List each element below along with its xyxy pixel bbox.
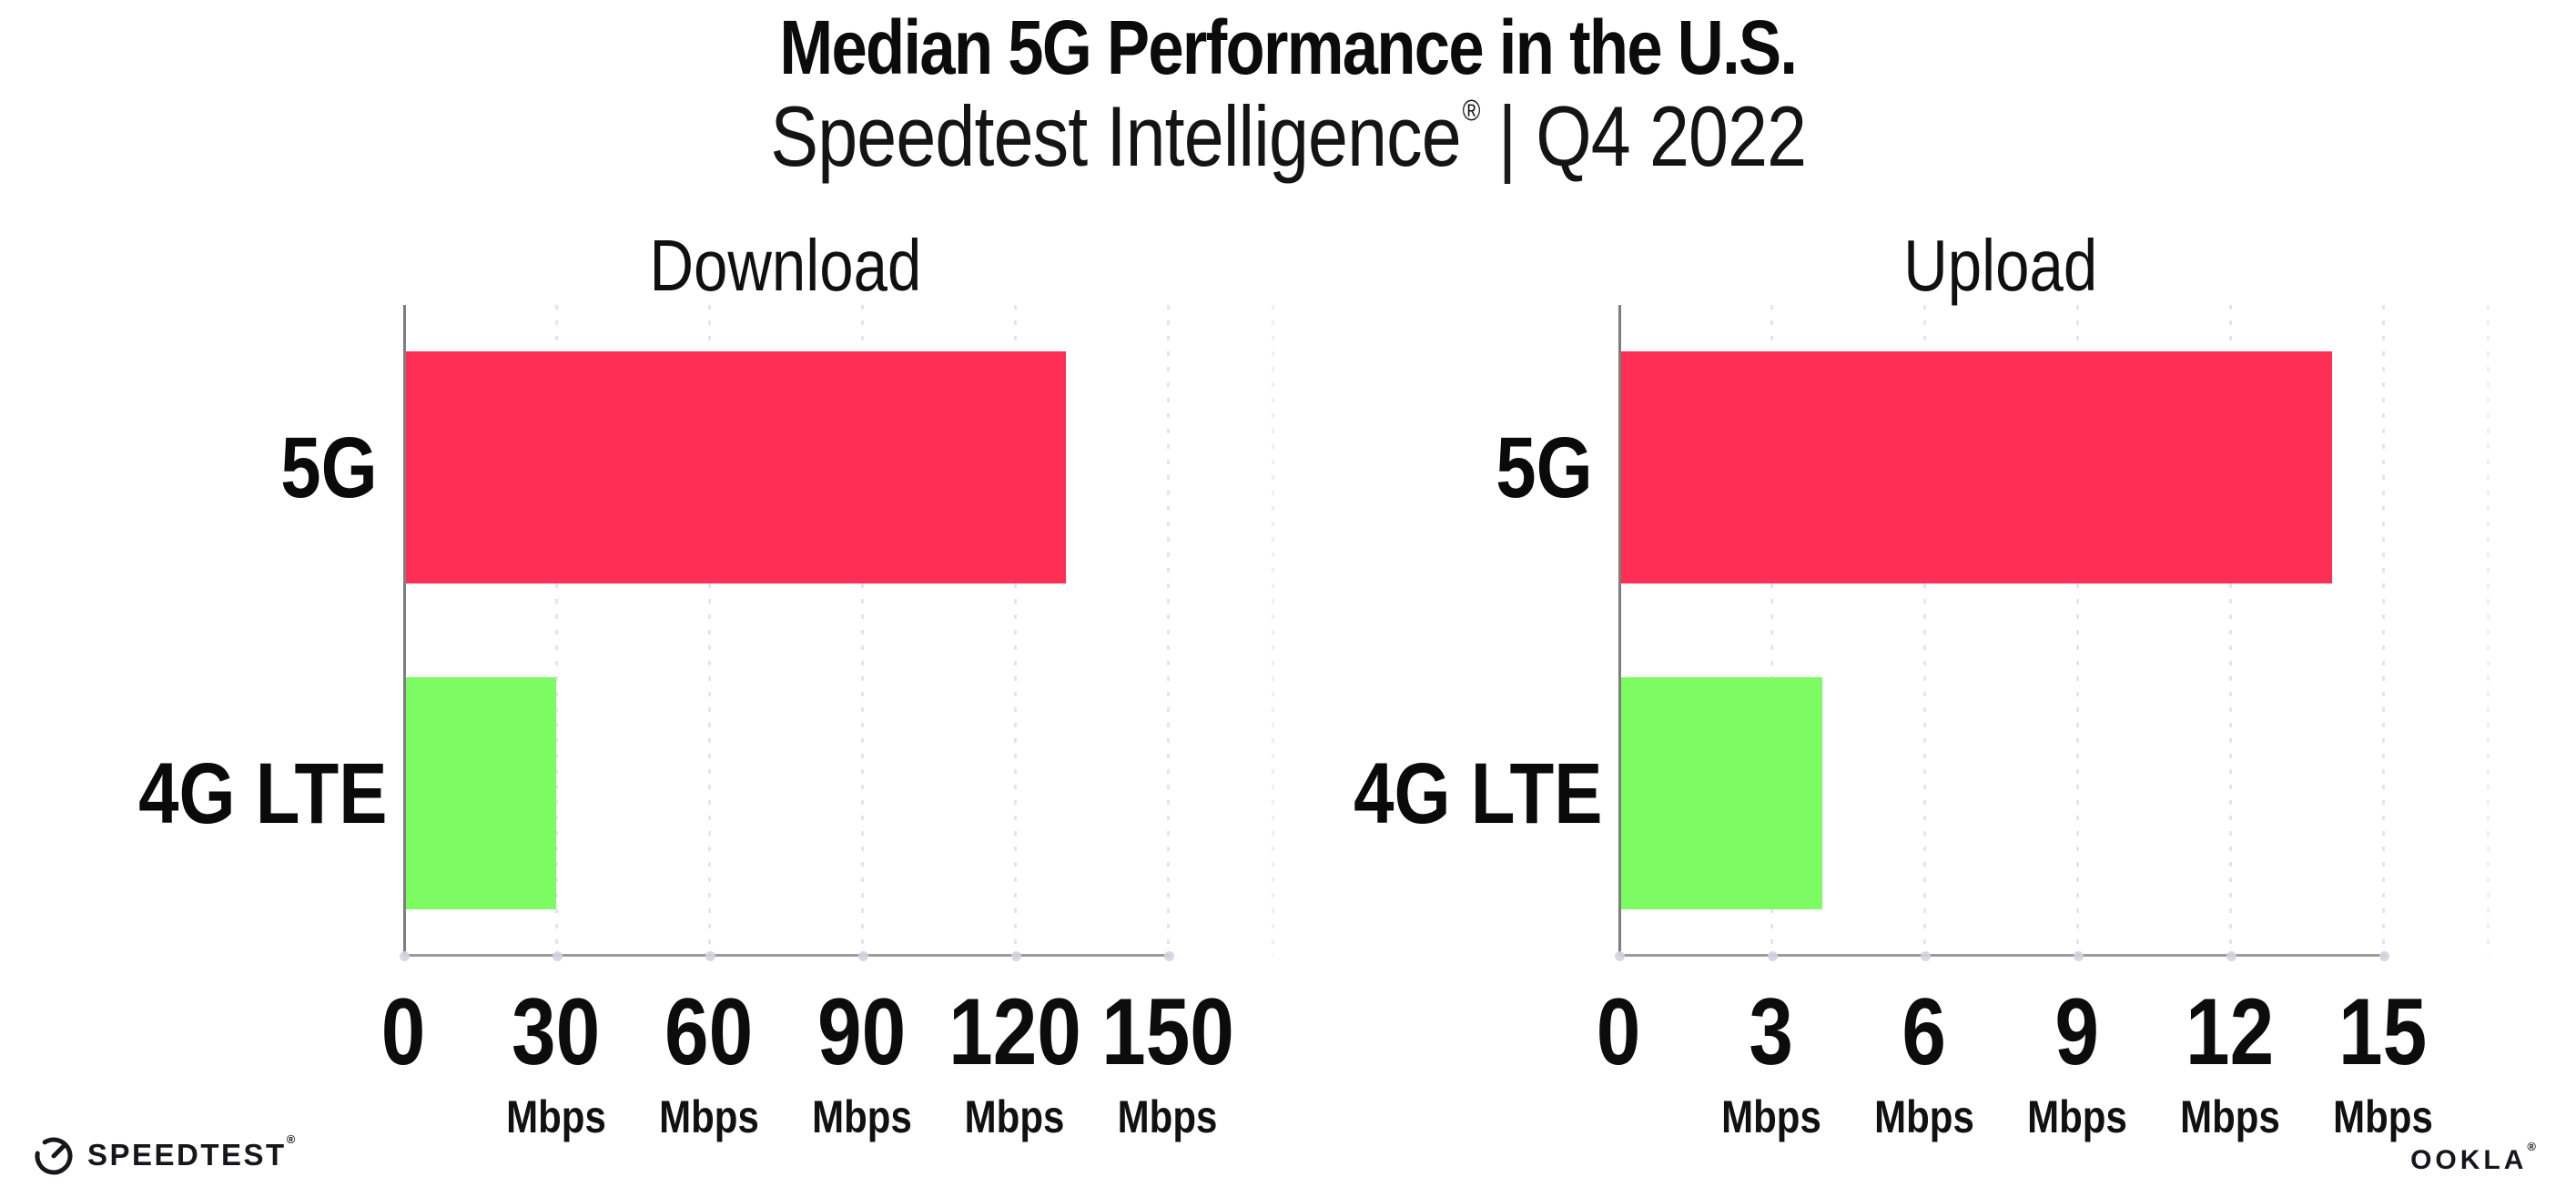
xtick-3: 3 Mbps [1712,985,1831,1140]
xtick-unit-label: Mbps [2333,1091,2433,1142]
xtick-30: 30 Mbps [497,985,616,1140]
axis-tick-dot-30 [553,951,563,961]
axis-tick-dot-90 [858,951,868,961]
speedtest-gauge-icon [35,1137,73,1175]
gridline-150-mbps [1166,305,1170,956]
gridline-30-mbps [554,305,558,956]
subtitle-period: Q4 2022 [1535,88,1807,184]
xtick-12: 12 Mbps [2171,985,2290,1140]
ookla-logo: OOKLA® [2410,1140,2540,1176]
speedtest-wordmark: SPEEDTEST® [87,1132,298,1172]
gridline-90-mbps [860,305,864,956]
axis-tick-dot-9 [2074,951,2084,961]
axis-tick-dot-120 [1011,951,1021,961]
gridline-15-mbps [2381,305,2385,956]
y-axis-spine [1618,305,1621,956]
header: Median 5G Performance in the U.S. [0,9,2576,86]
download-chart-title: Download [649,225,922,306]
axis-tick-dot-150 [1164,951,1174,961]
gridline-60-mbps [707,305,711,956]
speedtest-logo: SPEEDTEST® [33,1132,298,1176]
download-ylabel-4g-lte: 4G LTE [138,746,388,842]
xtick-value: 0 [380,979,426,1085]
xtick-value: 150 [1101,979,1234,1085]
download-xaxis: 0 30 Mbps 60 Mbps 90 Mbps 120 Mbps 150 Mbps [381,985,1274,1176]
xtick-unit-label: Mbps [2180,1091,2280,1142]
xtick-unit-label: Mbps [659,1091,759,1142]
xtick-120: 120 Mbps [936,985,1094,1140]
upload-xaxis: 0 3 Mbps 6 Mbps 9 Mbps 12 Mbps 15 Mbps [1597,985,2490,1176]
page-title: Median 5G Performance in the U.S. [779,5,1799,90]
upload-ylabel-5g: 5G [1496,420,1593,516]
xtick-unit-label: Mbps [1874,1091,1974,1142]
axis-tick-dot-0 [400,951,410,961]
registered-mark-icon: ® [2527,1140,2540,1153]
xtick-value: 6 [1902,979,1947,1085]
xtick-90: 90 Mbps [803,985,922,1140]
registered-mark-icon: ® [286,1132,298,1146]
xtick-0: 0 [377,985,430,1080]
xtick-value: 12 [2186,979,2275,1085]
upload-chart-title: Upload [1903,225,2098,306]
xtick-15: 15 Mbps [2324,985,2443,1140]
download-plot-area [400,305,1274,961]
xtick-unit-label: Mbps [1118,1091,1218,1142]
xtick-unit-label: Mbps [1721,1091,1821,1142]
xtick-9: 9 Mbps [2018,985,2137,1140]
registered-mark-icon: ® [1462,94,1480,127]
xtick-unit-label: Mbps [965,1091,1065,1142]
xtick-unit-label: Mbps [2027,1091,2127,1142]
gridline-3-mbps [1770,305,1773,956]
xtick-value: 30 [512,979,601,1085]
xtick-value: 3 [1749,979,1794,1085]
upload-bar-4g-lte [1621,677,1822,909]
xtick-60: 60 Mbps [650,985,769,1140]
subtitle-brand: Speedtest Intelligence [770,88,1461,184]
gridline-9-mbps [2075,305,2079,956]
upload-ylabel-4g-lte: 4G LTE [1354,746,1603,842]
xtick-value: 90 [817,979,907,1085]
axis-tick-dot-6 [1921,951,1931,961]
download-bar-4g-lte [406,677,556,909]
xtick-0: 0 [1592,985,1645,1080]
subtitle-separator: | [1497,88,1516,184]
subtitle: Speedtest Intelligence® | Q4 2022 [770,94,1807,179]
gridline-120-mbps [1013,305,1017,956]
x-axis-line [403,954,1171,957]
xtick-6: 6 Mbps [1865,985,1984,1140]
xtick-value: 15 [2338,979,2428,1085]
xtick-value: 60 [664,979,754,1085]
x-axis-line [1618,954,2386,957]
axis-tick-dot-60 [705,951,715,961]
upload-bar-5g [1621,351,2332,583]
axis-tick-dot-3 [1768,951,1778,961]
axis-tick-dot-12 [2226,951,2236,961]
xtick-150: 150 Mbps [1089,985,1247,1140]
subtitle-row: Speedtest Intelligence® | Q4 2022 [0,94,2576,179]
plot-right-edge-gridline [1272,305,1274,956]
axis-tick-dot-15 [2379,951,2389,961]
xtick-value: 0 [1596,979,1641,1085]
xtick-value: 120 [948,979,1081,1085]
gridline-12-mbps [2228,305,2232,956]
ookla-wordmark: OOKLA® [2410,1140,2540,1175]
y-axis-spine [403,305,406,956]
plot-right-edge-gridline [2487,305,2490,956]
xtick-value: 9 [2054,979,2100,1085]
xtick-unit-label: Mbps [506,1091,606,1142]
download-bar-5g [406,351,1066,583]
gridline-6-mbps [1922,305,1926,956]
download-ylabel-5g: 5G [280,420,378,516]
xtick-unit-label: Mbps [812,1091,912,1142]
axis-tick-dot-0 [1615,951,1625,961]
upload-plot-area [1615,305,2490,961]
